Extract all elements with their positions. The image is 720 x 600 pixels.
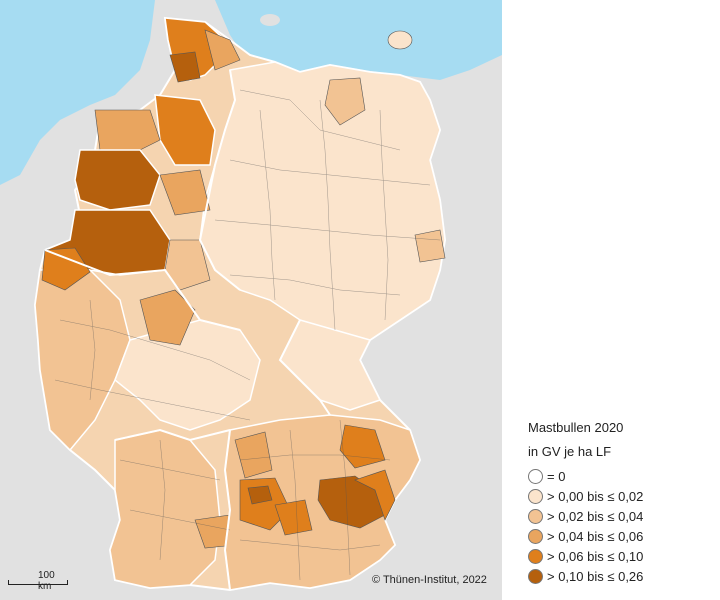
region-class5: [247, 485, 273, 505]
region-class1: [199, 61, 446, 341]
legend-swatch: [528, 508, 543, 524]
legend-item: > 0,10 bis ≤ 0,26: [528, 566, 708, 586]
state-borders: [44, 69, 331, 591]
island: [260, 14, 280, 26]
legend-label: > 0,02 bis ≤ 0,04: [547, 508, 644, 524]
region-class4: [274, 499, 313, 536]
region-class4: [339, 424, 386, 469]
region-class2: [324, 77, 366, 126]
region-class3: [139, 289, 196, 346]
legend-label: > 0,04 bis ≤ 0,06: [547, 528, 644, 544]
legend-swatch: [528, 468, 543, 484]
region-class4: [354, 469, 396, 521]
legend-label: > 0,00 bis ≤ 0,02: [547, 488, 644, 504]
region-class3: [204, 29, 241, 71]
legend-swatch: [528, 528, 543, 544]
copyright-notice: © Thünen-Institut, 2022: [372, 574, 487, 586]
region-class3: [234, 431, 273, 479]
scale-bar-line: [8, 584, 68, 585]
district-borders: [54, 89, 441, 581]
scale-bar-tick: [8, 580, 9, 584]
legend-subtitle: in GV je ha LF: [528, 444, 612, 459]
legend: Mastbullen 2020 in GV je ha LF = 0 > 0,0…: [528, 418, 708, 586]
region-class3: [94, 109, 161, 151]
island: [154, 6, 166, 38]
scale-bar-label: 100 km: [38, 570, 55, 592]
scale-bar: 100 km: [8, 566, 68, 592]
legend-swatch: [528, 548, 543, 564]
region-class5: [169, 51, 201, 83]
region-class3: [159, 169, 211, 216]
north-sea: [0, 0, 155, 185]
legend-label: > 0,10 bis ≤ 0,26: [547, 568, 644, 584]
region-class2: [164, 239, 211, 291]
map-panel: 100 km © Thünen-Institut, 2022: [0, 0, 502, 600]
region-class2: [414, 229, 446, 263]
legend-title: Mastbullen 2020: [528, 420, 624, 435]
germany-choropleth-map: [0, 0, 502, 592]
legend-item: = 0: [528, 466, 708, 486]
region-class2: [34, 269, 131, 452]
region-class4: [41, 247, 91, 291]
baltic-sea: [215, 0, 502, 80]
legend-item: > 0,04 bis ≤ 0,06: [528, 526, 708, 546]
legend-item: > 0,00 bis ≤ 0,02: [528, 486, 708, 506]
legend-label: > 0,06 bis ≤ 0,10: [547, 548, 644, 564]
legend-swatch: [528, 488, 543, 504]
legend-item: > 0,06 bis ≤ 0,10: [528, 546, 708, 566]
legend-item: > 0,02 bis ≤ 0,04: [528, 506, 708, 526]
legend-label: = 0: [547, 468, 566, 484]
region-class5: [317, 475, 386, 529]
island: [387, 30, 413, 50]
region-class5: [74, 149, 161, 211]
scale-bar-tick: [67, 580, 68, 584]
legend-swatch: [528, 568, 543, 584]
